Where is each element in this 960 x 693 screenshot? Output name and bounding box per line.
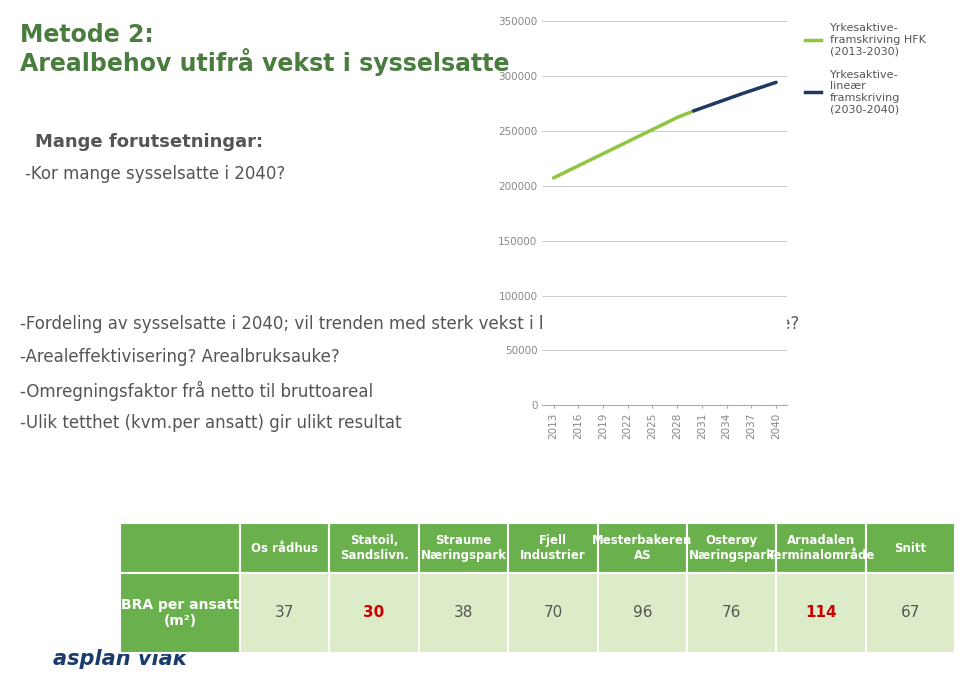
Text: asplan viak: asplan viak [53, 649, 186, 669]
Text: 96: 96 [633, 606, 652, 620]
Text: 30: 30 [364, 606, 385, 620]
Text: Mange forutsetningar:: Mange forutsetningar: [35, 133, 263, 151]
Text: Fjell
Industrier: Fjell Industrier [520, 534, 586, 562]
Text: Statoil,
Sandslivn.: Statoil, Sandslivn. [340, 534, 409, 562]
Legend: Yrkesaktive-
framskriving HFK
(2013-2030), Yrkesaktive-
lineær
framskriving
(203: Yrkesaktive- framskriving HFK (2013-2030… [800, 19, 930, 119]
Text: Straume
Næringspark: Straume Næringspark [420, 534, 507, 562]
Text: -Arealeffektivisering? Arealbruksauke?: -Arealeffektivisering? Arealbruksauke? [20, 348, 340, 366]
Text: 38: 38 [454, 606, 473, 620]
Text: BRA per ansatt
(m²): BRA per ansatt (m²) [121, 598, 239, 628]
Text: Arnadalen
Terminalområde: Arnadalen Terminalområde [767, 534, 875, 562]
Text: 37: 37 [275, 606, 295, 620]
Text: -Kor mange sysselsatte i 2040?: -Kor mange sysselsatte i 2040? [25, 165, 285, 183]
Text: Os rådhus: Os rådhus [252, 542, 318, 554]
Text: 76: 76 [722, 606, 741, 620]
Text: Arealbehov utifrå vekst i sysselsatte: Arealbehov utifrå vekst i sysselsatte [20, 48, 510, 76]
Text: -Fordeling av sysselsatte i 2040; vil trenden med sterk vekst i kontorarbeidspla: -Fordeling av sysselsatte i 2040; vil tr… [20, 315, 800, 333]
Text: 67: 67 [900, 606, 921, 620]
Text: Metode 2:: Metode 2: [20, 23, 154, 47]
Text: -Omregningsfaktor frå netto til bruttoareal: -Omregningsfaktor frå netto til bruttoar… [20, 381, 373, 401]
Text: -Ulik tetthet (kvm.per ansatt) gir ulikt resultat: -Ulik tetthet (kvm.per ansatt) gir ulikt… [20, 414, 401, 432]
Text: Mesterbakeren
AS: Mesterbakeren AS [592, 534, 692, 562]
Text: 70: 70 [543, 606, 563, 620]
Text: 114: 114 [805, 606, 837, 620]
Text: Snitt: Snitt [895, 542, 926, 554]
Text: Osterøy
Næringspark: Osterøy Næringspark [688, 534, 775, 562]
